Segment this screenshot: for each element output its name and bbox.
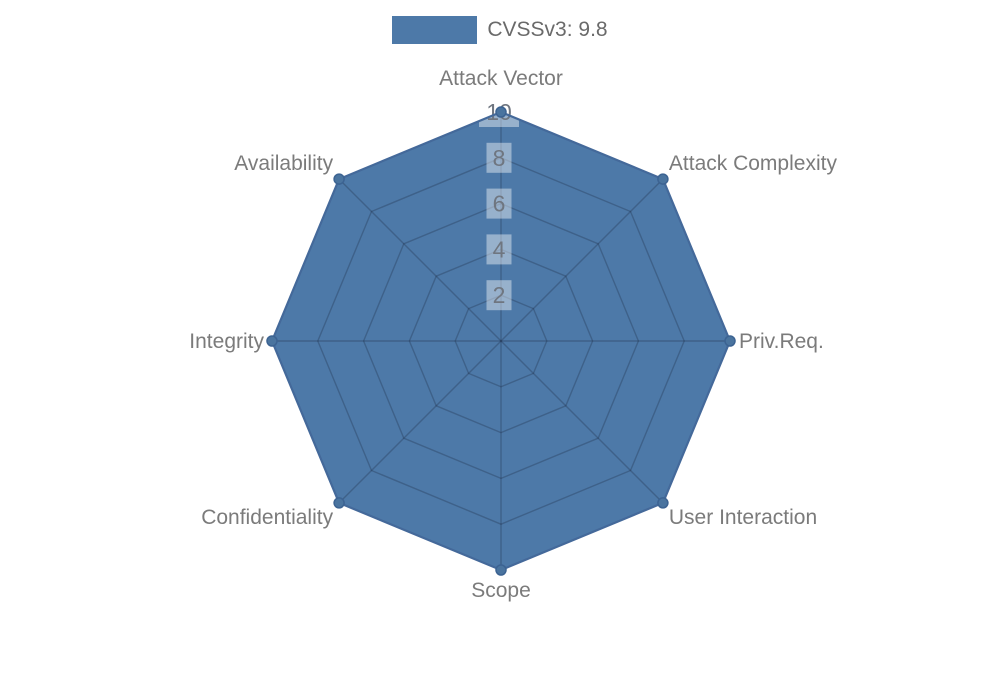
- axis-label-attack-vector: Attack Vector: [439, 67, 563, 90]
- tick-box: [486, 188, 512, 219]
- legend-label: CVSSv3: 9.8: [487, 18, 608, 41]
- axis-spoke: [500, 340, 664, 504]
- axis-spoke: [338, 178, 502, 342]
- chart-legend: CVSSv3: 9.8: [0, 16, 1000, 44]
- axis-spoke: [500, 178, 664, 342]
- series-fill-polygon: [272, 112, 730, 570]
- axis-label-priv-req-: Priv.Req.: [739, 330, 824, 353]
- axis-spoke: [338, 340, 502, 504]
- tick-box: [486, 142, 512, 173]
- axis-label-availability: Availability: [234, 152, 333, 175]
- axis-label-integrity: Integrity: [189, 330, 264, 353]
- tick-box: [486, 280, 512, 311]
- grid-ring: [454, 294, 548, 388]
- data-point: [495, 106, 507, 118]
- data-point: [657, 173, 669, 185]
- data-point: [657, 497, 669, 509]
- tick-label: 4: [493, 236, 506, 262]
- tick-label: 2: [493, 282, 506, 308]
- data-point: [266, 335, 278, 347]
- tick-label: 6: [493, 191, 506, 217]
- legend-item[interactable]: CVSSv3: 9.8: [392, 16, 608, 44]
- legend-swatch: [392, 16, 478, 44]
- grid-ring: [408, 248, 594, 434]
- data-point: [495, 564, 507, 576]
- axis-label-scope: Scope: [471, 579, 531, 602]
- data-point: [724, 335, 736, 347]
- data-point: [333, 173, 345, 185]
- data-point: [333, 497, 345, 509]
- axis-label-attack-complexity: Attack Complexity: [669, 152, 838, 175]
- tick-label: 8: [493, 145, 506, 171]
- axis-label-confidentiality: Confidentiality: [201, 506, 333, 529]
- grid-ring: [362, 202, 640, 480]
- axis-label-user-interaction: User Interaction: [669, 506, 817, 529]
- tick-box: [486, 234, 512, 265]
- grid-ring: [317, 157, 685, 525]
